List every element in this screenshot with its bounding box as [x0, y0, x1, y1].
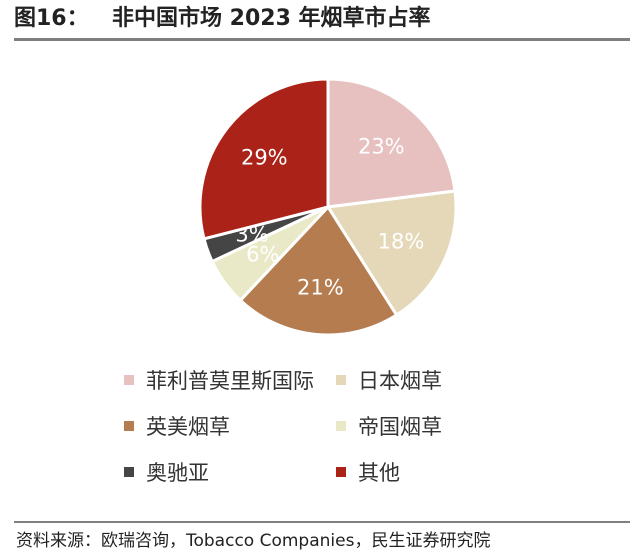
legend-label: 日本烟草 [358, 369, 442, 393]
legend-item: 日本烟草 [336, 364, 524, 396]
legend-label: 英美烟草 [146, 415, 230, 439]
legend-swatch [124, 421, 134, 431]
chart-title: 非中国市场 2023 年烟草市占率 [112, 6, 431, 31]
legend-swatch [336, 467, 346, 477]
slice-label: 23% [358, 135, 405, 159]
legend-label: 菲利普莫里斯国际 [146, 369, 314, 393]
slice-label: 21% [297, 275, 344, 299]
pie-slice [198, 77, 330, 241]
legend-swatch [336, 421, 346, 431]
slice-label: 18% [378, 229, 425, 253]
legend: 菲利普莫里斯国际 日本烟草英美烟草 帝国烟草奥驰亚 其他 [124, 364, 524, 488]
figure-title: 图16： 非中国市场 2023 年烟草市占率 [14, 4, 431, 34]
legend-item: 奥驰亚 [124, 456, 336, 488]
legend-label: 奥驰亚 [146, 461, 209, 485]
legend-swatch [124, 467, 134, 477]
figure-number: 图16： [14, 6, 89, 31]
legend-label: 其他 [358, 461, 400, 485]
source-rule [14, 521, 630, 523]
legend-item: 英美烟草 [124, 410, 336, 442]
pie-slice [326, 189, 458, 317]
pie-slice [238, 205, 399, 337]
legend-swatch [124, 375, 134, 385]
legend-item: 其他 [336, 456, 524, 488]
legend-swatch [336, 375, 346, 385]
pie-slice [326, 77, 457, 209]
slice-label: 29% [241, 146, 288, 170]
title-rule [14, 38, 630, 41]
legend-item: 帝国烟草 [336, 410, 524, 442]
legend-item: 菲利普莫里斯国际 [124, 364, 336, 396]
legend-label: 帝国烟草 [358, 415, 442, 439]
source-note: 资料来源：欧瑞咨询，Tobacco Companies，民生证券研究院 [16, 531, 491, 551]
slice-label: 6% [246, 242, 279, 266]
